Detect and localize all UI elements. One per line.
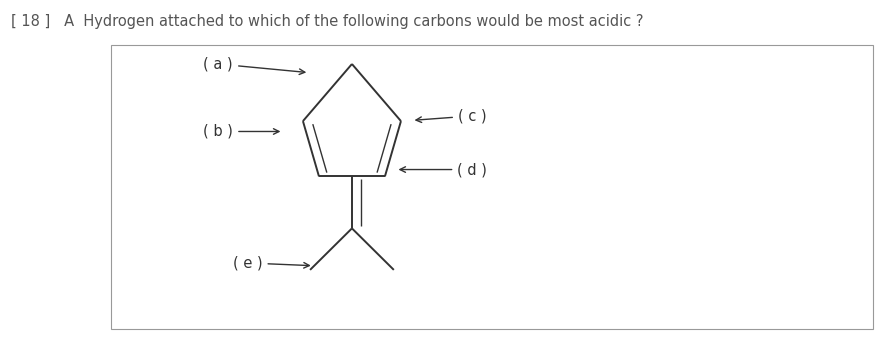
- Text: ( b ): ( b ): [203, 124, 279, 139]
- Text: [ 18 ]   A  Hydrogen attached to which of the following carbons would be most ac: [ 18 ] A Hydrogen attached to which of t…: [11, 14, 643, 29]
- Text: ( d ): ( d ): [400, 162, 487, 177]
- Text: ( a ): ( a ): [203, 56, 305, 74]
- Text: ( e ): ( e ): [233, 255, 309, 271]
- Text: ( c ): ( c ): [416, 108, 486, 124]
